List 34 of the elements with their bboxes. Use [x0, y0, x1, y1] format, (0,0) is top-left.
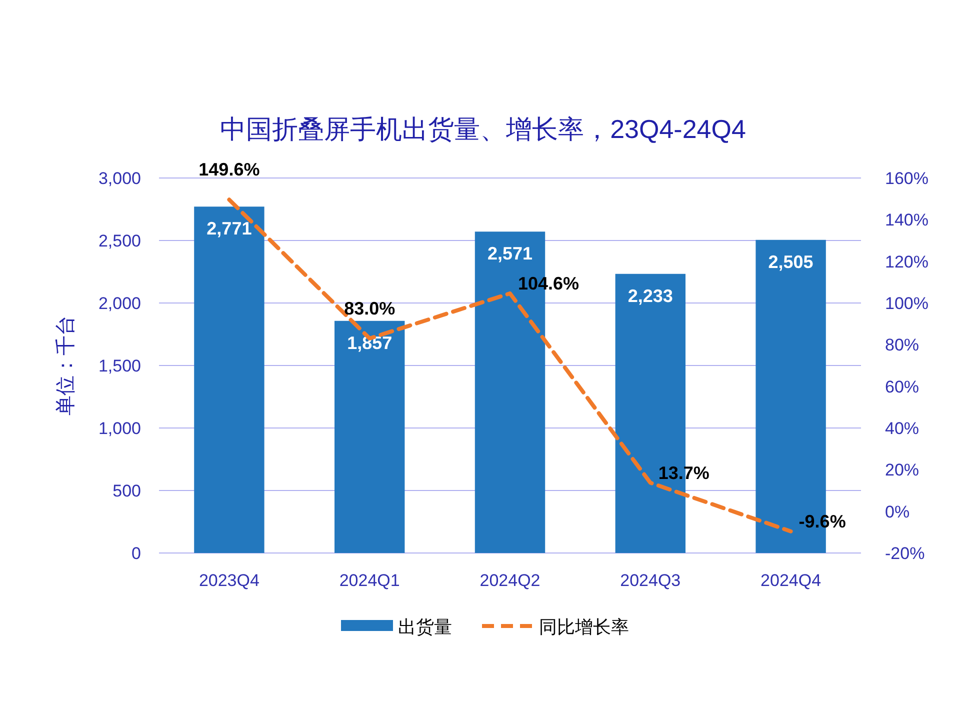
- data-label: 2,571: [487, 244, 533, 264]
- y-tick-label: 3,000: [98, 169, 141, 188]
- x-tick-label: 2024Q3: [620, 571, 681, 590]
- y-tick-label: 2,000: [98, 294, 141, 313]
- y2-tick-label: 100%: [885, 294, 928, 313]
- y2-tick-label: 140%: [885, 210, 928, 230]
- bar: [194, 206, 264, 553]
- y2-tick-label: 40%: [885, 419, 920, 438]
- y-tick-label: 0: [132, 544, 141, 563]
- x-tick-label: 2024Q4: [760, 571, 822, 590]
- x-tick-label: 2023Q4: [198, 571, 260, 590]
- y2-tick-label: 60%: [885, 377, 920, 396]
- y-tick-label: 500: [112, 482, 141, 500]
- legend-label: 同比增长率: [539, 617, 629, 637]
- y2-tick-label: 20%: [885, 460, 920, 480]
- x-tick-label: 2024Q2: [480, 571, 540, 590]
- y-axis-title: 单位：千台: [55, 316, 77, 416]
- data-label: 149.6%: [198, 160, 260, 180]
- y-tick-label: 1,000: [98, 419, 141, 438]
- data-label: 2,771: [206, 218, 252, 239]
- y-tick-label: 2,500: [98, 232, 141, 250]
- data-label: 2,505: [768, 252, 814, 272]
- y2-tick-label: -20%: [885, 544, 925, 563]
- legend-label: 出货量: [398, 617, 452, 637]
- x-tick-label: 2024Q1: [339, 571, 400, 590]
- data-label: 83.0%: [344, 298, 396, 318]
- y2-tick-label: 80%: [885, 336, 920, 355]
- y2-tick-label: 120%: [885, 252, 928, 272]
- y-tick-label: 1,500: [98, 356, 141, 376]
- data-label: 2,233: [628, 286, 673, 306]
- y2-tick-label: 160%: [885, 169, 928, 188]
- y2-tick-label: 0%: [885, 502, 910, 522]
- chart-title: 中国折叠屏手机出货量、增长率，23Q4-24Q4: [220, 114, 746, 144]
- bar: [334, 320, 405, 553]
